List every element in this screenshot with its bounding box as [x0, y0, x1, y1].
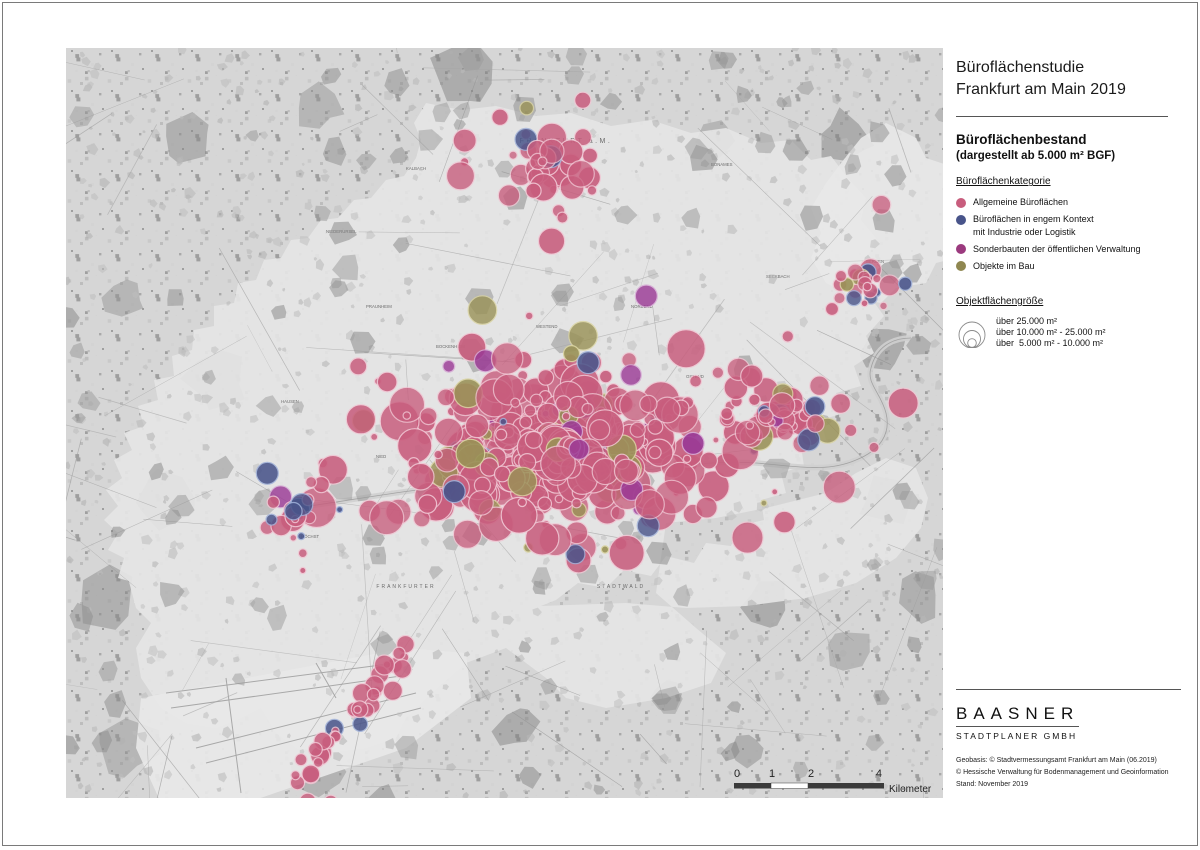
svg-text:2: 2	[808, 768, 814, 780]
svg-text:KALBACH: KALBACH	[406, 166, 426, 171]
svg-text:0: 0	[734, 768, 740, 780]
svg-text:1: 1	[769, 768, 775, 780]
svg-text:4: 4	[876, 768, 882, 780]
svg-text:PRAUNHEIM: PRAUNHEIM	[366, 304, 392, 309]
svg-text:WESTEND: WESTEND	[536, 324, 558, 329]
svg-text:FRANKFURTER: FRANKFURTER	[376, 584, 435, 590]
svg-text:Kilometer: Kilometer	[889, 784, 932, 795]
